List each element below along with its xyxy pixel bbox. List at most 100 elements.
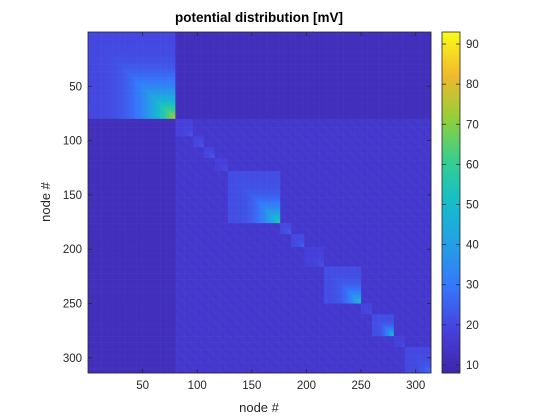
heatmap-cell xyxy=(134,319,136,321)
heatmap-cell xyxy=(108,56,110,58)
heatmap-cell xyxy=(90,132,92,134)
heatmap-cell xyxy=(95,288,97,290)
heatmap-cell xyxy=(97,162,99,164)
heatmap-cell xyxy=(125,243,127,245)
heatmap-cell xyxy=(149,251,151,253)
heatmap-cell xyxy=(105,254,107,256)
heatmap-cell xyxy=(99,325,101,327)
heatmap-cell xyxy=(99,43,101,45)
heatmap-cell xyxy=(132,238,134,240)
heatmap-cell xyxy=(95,267,97,269)
heatmap-cell xyxy=(143,54,145,56)
heatmap-cell xyxy=(97,95,99,97)
heatmap-cell xyxy=(99,214,101,216)
heatmap-cell xyxy=(123,247,125,249)
heatmap-cell xyxy=(112,356,114,358)
heatmap-cell xyxy=(108,184,110,186)
heatmap-cell xyxy=(154,225,156,227)
heatmap-cell xyxy=(97,232,99,234)
heatmap-cell xyxy=(149,65,151,67)
heatmap-cell xyxy=(134,267,136,269)
heatmap-cell xyxy=(154,71,156,73)
heatmap-cell xyxy=(119,345,121,347)
heatmap-cell xyxy=(149,225,151,227)
heatmap-cell xyxy=(114,247,116,249)
heatmap-cell xyxy=(116,67,118,69)
heatmap-cell xyxy=(123,286,125,288)
heatmap-cell xyxy=(97,78,99,80)
heatmap-cell xyxy=(105,236,107,238)
heatmap-cell xyxy=(123,308,125,310)
heatmap-cell xyxy=(154,52,156,54)
heatmap-cell xyxy=(145,358,147,360)
heatmap-cell xyxy=(149,366,151,368)
heatmap-cell xyxy=(123,264,125,266)
heatmap-cell xyxy=(140,93,142,95)
heatmap-cell xyxy=(138,188,140,190)
heatmap-cell xyxy=(149,54,151,56)
heatmap-cell xyxy=(108,130,110,132)
heatmap-cell xyxy=(149,325,151,327)
heatmap-cell xyxy=(127,225,129,227)
heatmap-cell xyxy=(92,45,94,47)
heatmap-cell xyxy=(140,80,142,82)
heatmap-cell xyxy=(138,273,140,275)
heatmap-cell xyxy=(101,236,103,238)
heatmap-cell xyxy=(151,267,153,269)
heatmap-cell xyxy=(123,93,125,95)
heatmap-cell xyxy=(97,290,99,292)
heatmap-cell xyxy=(151,290,153,292)
heatmap-cell xyxy=(110,43,112,45)
heatmap-cell xyxy=(136,195,138,197)
heatmap-cell xyxy=(112,208,114,210)
heatmap-cell xyxy=(149,123,151,125)
heatmap-cell xyxy=(108,145,110,147)
heatmap-cell xyxy=(90,125,92,127)
heatmap-cell xyxy=(116,256,118,258)
heatmap-cell xyxy=(105,156,107,158)
heatmap-cell xyxy=(136,277,138,279)
heatmap-cell xyxy=(110,327,112,329)
heatmap-cell xyxy=(132,290,134,292)
heatmap-cell xyxy=(151,82,153,84)
heatmap-cell xyxy=(103,184,105,186)
heatmap-cell xyxy=(105,102,107,104)
heatmap-cell xyxy=(123,188,125,190)
heatmap-cell xyxy=(105,47,107,49)
heatmap-cell xyxy=(112,210,114,212)
heatmap-cell xyxy=(151,117,153,119)
heatmap-cell xyxy=(151,143,153,145)
heatmap-cell xyxy=(140,310,142,312)
heatmap-cell xyxy=(110,78,112,80)
heatmap-cell xyxy=(97,56,99,58)
heatmap-cell xyxy=(136,49,138,51)
heatmap-cell xyxy=(90,52,92,54)
heatmap-cell xyxy=(147,251,149,253)
heatmap-cell xyxy=(136,119,138,121)
heatmap-cell xyxy=(108,243,110,245)
heatmap-cell xyxy=(92,347,94,349)
heatmap-cell xyxy=(105,206,107,208)
heatmap-cell xyxy=(105,108,107,110)
heatmap-cell xyxy=(140,206,142,208)
heatmap-cell xyxy=(125,277,127,279)
heatmap-cell xyxy=(119,238,121,240)
heatmap-cell xyxy=(121,156,123,158)
heatmap-cell xyxy=(140,117,142,119)
heatmap-cell xyxy=(132,91,134,93)
heatmap-cell xyxy=(149,71,151,73)
heatmap-cell xyxy=(134,188,136,190)
heatmap-cell xyxy=(147,267,149,269)
heatmap-cell xyxy=(138,78,140,80)
heatmap-cell xyxy=(127,112,129,114)
heatmap-cell xyxy=(103,338,105,340)
heatmap-cell xyxy=(105,175,107,177)
heatmap-cell xyxy=(127,97,129,99)
heatmap-cell xyxy=(147,304,149,306)
heatmap-cell xyxy=(101,156,103,158)
heatmap-cell xyxy=(125,197,127,199)
heatmap-cell xyxy=(127,260,129,262)
heatmap-cell xyxy=(132,95,134,97)
heatmap-cell xyxy=(151,106,153,108)
heatmap-cell xyxy=(110,338,112,340)
